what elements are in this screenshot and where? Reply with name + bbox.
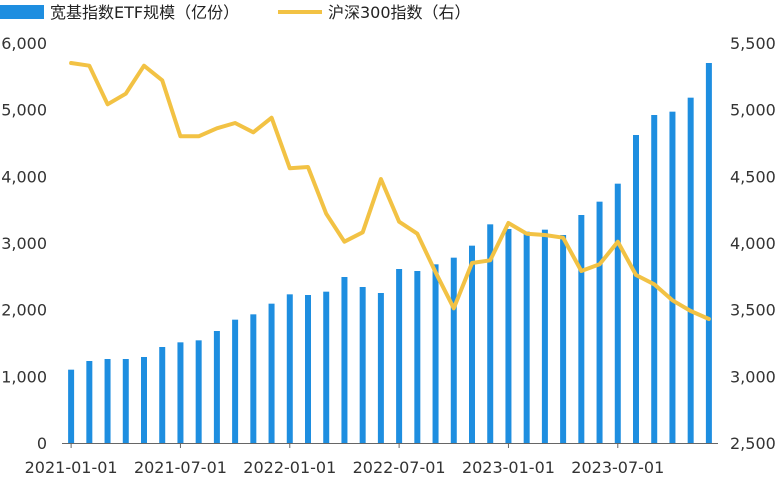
x-tick-label: 2022-01-01 [243,458,336,477]
x-tick-label: 2021-01-01 [25,458,118,477]
bar [505,229,512,443]
right-tick-label: 4,500 [730,167,776,186]
bar [450,257,457,443]
bar [213,331,220,443]
bar [141,357,147,443]
bar [396,269,403,443]
bar [68,369,75,443]
legend-line-label: 沪深300指数（右） [328,3,471,22]
bar [286,294,293,443]
bar [541,229,548,443]
bar [250,314,257,443]
bar [341,277,348,443]
bar [195,340,202,443]
left-tick-label: 6,000 [1,34,47,53]
bar [578,215,585,443]
bar [669,111,676,444]
bar [305,295,311,443]
bar [469,245,475,443]
left-tick-label: 2,000 [1,301,47,320]
bar [377,293,384,443]
bar [86,361,93,443]
right-axis: 2,500 3,000 3,500 4,000 4,500 5,000 5,500 [730,34,776,453]
left-tick-label: 0 [37,434,47,453]
left-tick-label: 1,000 [1,367,47,386]
bar [651,115,658,443]
bar [560,235,567,443]
x-tick-label: 2023-01-01 [462,458,555,477]
bar [414,271,421,443]
x-tick-label: 2023-07-01 [571,458,664,477]
right-tick-label: 2,500 [730,434,776,453]
hs300-line [69,61,711,321]
bar [487,224,494,443]
right-tick-label: 4,000 [730,234,776,253]
bar [122,359,129,443]
legend: 宽基指数ETF规模（亿份） 沪深300指数（右） [0,3,471,22]
bar [104,359,111,443]
left-axis: 0 1,000 2,000 3,000 4,000 5,000 6,000 [1,34,47,453]
bar-series [68,63,712,444]
bar [268,303,275,443]
bar [687,97,694,444]
bar [177,342,184,443]
bar [705,63,712,443]
bar [323,291,330,443]
bar [614,183,621,443]
x-tick-label: 2022-07-01 [353,458,446,477]
right-tick-label: 3,500 [730,301,776,320]
right-tick-label: 5,000 [730,101,776,120]
bar [633,135,639,443]
legend-bar-swatch [0,5,44,19]
bar [596,201,603,443]
bar [432,264,439,443]
bar [523,231,530,443]
bar [159,347,166,443]
x-tick-label: 2021-07-01 [134,458,227,477]
left-tick-label: 4,000 [1,167,47,186]
bar [359,287,366,443]
right-tick-label: 3,000 [730,367,776,386]
legend-bar-label: 宽基指数ETF规模（亿份） [50,3,239,22]
left-tick-label: 5,000 [1,101,47,120]
x-axis: 2021-01-01 2021-07-01 2022-01-01 2022-07-01… [25,443,664,477]
bar [232,319,239,443]
right-tick-label: 5,500 [730,34,776,53]
left-tick-label: 3,000 [1,234,47,253]
line-series [69,61,711,321]
